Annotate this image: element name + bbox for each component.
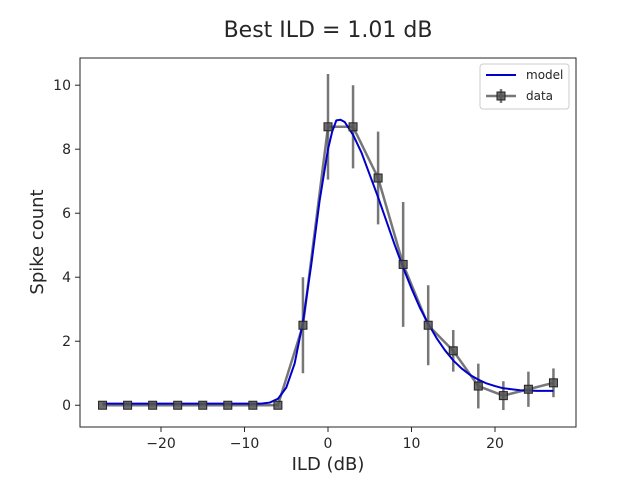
- data-point: [123, 400, 133, 410]
- legend-data-label: data: [526, 89, 553, 103]
- y-tick-label: 2: [62, 334, 71, 350]
- y-axis: 0 2 4 6 8 10: [53, 78, 80, 414]
- data-point: [398, 259, 408, 269]
- model-curve: [102, 118, 554, 405]
- x-axis-label: ILD (dB): [292, 454, 365, 475]
- data-point: [473, 381, 483, 391]
- data-point: [148, 400, 158, 410]
- x-tick-label: −10: [230, 436, 260, 452]
- y-tick-label: 0: [62, 398, 71, 414]
- x-tick-label: 0: [324, 436, 333, 452]
- data-point: [173, 400, 183, 410]
- data-point: [298, 320, 308, 330]
- x-tick-label: −20: [146, 436, 176, 452]
- x-tick-label: 10: [403, 436, 421, 452]
- legend: model data: [479, 63, 570, 110]
- x-tick-label: 20: [486, 436, 504, 452]
- data-point: [323, 122, 333, 132]
- data-point: [498, 391, 508, 401]
- y-tick-label: 6: [62, 206, 71, 222]
- data-point: [98, 400, 108, 410]
- y-tick-label: 4: [62, 270, 71, 286]
- y-tick-label: 8: [62, 142, 71, 158]
- y-axis-label: Spike count: [27, 189, 48, 294]
- y-tick-label: 10: [53, 78, 71, 94]
- legend-model-label: model: [526, 68, 563, 82]
- data-point: [223, 400, 233, 410]
- chart-title: Best ILD = 1.01 dB: [224, 18, 433, 43]
- data-point: [198, 400, 208, 410]
- legend-data-marker: [496, 91, 506, 101]
- data-point: [523, 384, 533, 394]
- data-point: [348, 122, 358, 132]
- data-point: [373, 173, 383, 183]
- data-point: [248, 400, 258, 410]
- data-point: [273, 400, 283, 410]
- series-layer: [98, 74, 558, 411]
- x-axis: −20 −10 0 10 20: [146, 427, 504, 452]
- data-point: [548, 378, 558, 388]
- data-point: [448, 346, 458, 356]
- data-point: [423, 320, 433, 330]
